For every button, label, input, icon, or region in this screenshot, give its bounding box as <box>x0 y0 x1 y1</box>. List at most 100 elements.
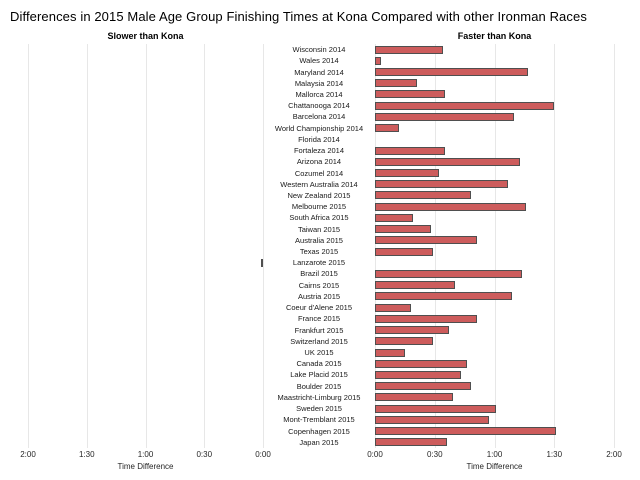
chart-row <box>375 190 614 201</box>
chart-row <box>28 167 263 178</box>
bar <box>375 191 471 200</box>
chart-row <box>28 291 263 302</box>
race-label: Wales 2014 <box>299 56 339 66</box>
chart-row <box>375 324 614 335</box>
race-label: Taiwan 2015 <box>297 224 341 234</box>
chart-row <box>28 369 263 380</box>
axis-tick-label: 1:30 <box>546 450 563 459</box>
chart-row <box>375 414 614 425</box>
chart-row <box>375 78 614 89</box>
chart-row <box>28 111 263 122</box>
slower-panel <box>28 44 264 448</box>
bar <box>375 101 555 110</box>
bar <box>375 326 449 335</box>
race-label: Switzerland 2015 <box>290 336 348 346</box>
chart-row <box>28 235 263 246</box>
gridline <box>145 44 147 448</box>
race-label: Sweden 2015 <box>296 404 342 414</box>
race-label: Maryland 2014 <box>294 67 344 77</box>
bar <box>375 314 477 323</box>
race-label: Fortaleza 2014 <box>293 146 345 156</box>
chart-row <box>28 78 263 89</box>
bar <box>375 269 523 278</box>
chart-row <box>28 268 263 279</box>
race-label: Coeur d'Alene 2015 <box>285 303 353 313</box>
faster-bars-area <box>375 44 614 448</box>
chart-row <box>375 291 614 302</box>
bar <box>375 146 445 155</box>
gridline <box>375 44 376 448</box>
race-label: Cozumel 2014 <box>294 168 344 178</box>
chart-row <box>28 100 263 111</box>
chart-row <box>28 66 263 77</box>
race-label: Chattanooga 2014 <box>288 101 350 111</box>
bar <box>375 438 447 447</box>
bar <box>375 68 529 77</box>
chart-row <box>375 392 614 403</box>
chart-row <box>28 347 263 358</box>
chart-row <box>375 89 614 100</box>
race-label: New Zealand 2015 <box>287 190 351 200</box>
axis-tick-label: 0:00 <box>255 450 271 459</box>
chart-row <box>28 55 263 66</box>
race-label: Japan 2015 <box>299 437 339 447</box>
chart-row <box>28 302 263 313</box>
bar <box>375 213 413 222</box>
faster-panel-header: Faster than Kona <box>457 31 532 41</box>
axis-tick-label: 0:30 <box>426 450 443 459</box>
bar <box>375 112 515 121</box>
race-labels-column: Wisconsin 2014 Wales 2014 Maryland 2014 Mal… <box>263 44 375 448</box>
gridline <box>204 44 206 448</box>
race-label: Wisconsin 2014 <box>292 45 346 55</box>
race-label: Lake Placid 2015 <box>290 370 348 380</box>
chart-row <box>28 336 263 347</box>
bar <box>375 404 497 413</box>
race-label: France 2015 <box>297 314 341 324</box>
chart-row <box>28 257 263 268</box>
axis-tick-label: 2:00 <box>20 450 36 459</box>
bar <box>375 180 509 189</box>
race-label: Arizona 2014 <box>296 157 342 167</box>
chart-row <box>375 145 614 156</box>
chart-row <box>375 179 614 190</box>
chart-row <box>375 268 614 279</box>
chart-row <box>375 369 614 380</box>
chart-row <box>375 257 614 268</box>
race-label: Barcelona 2014 <box>292 112 346 122</box>
bar <box>375 337 433 346</box>
gridline <box>554 44 556 448</box>
gridline <box>614 44 615 448</box>
bar <box>375 370 461 379</box>
bar <box>375 382 471 391</box>
chart-row <box>28 324 263 335</box>
chart-row <box>375 347 614 358</box>
race-label: World Championship 2014 <box>274 123 364 133</box>
bar <box>261 258 263 267</box>
bar <box>375 90 445 99</box>
chart-row <box>375 100 614 111</box>
chart-row <box>375 425 614 436</box>
axis-tick-label: 0:00 <box>367 450 383 459</box>
bar <box>375 124 399 133</box>
race-label: Brazil 2015 <box>300 269 338 279</box>
chart-row <box>375 44 614 55</box>
left-axis-title: Time Difference <box>117 462 174 471</box>
axis-tick-label: 1:00 <box>137 450 154 459</box>
race-label: Mallorca 2014 <box>295 89 343 99</box>
gridline <box>434 44 436 448</box>
race-label: Western Australia 2014 <box>280 179 358 189</box>
gridline <box>86 44 88 448</box>
race-label: Austria 2015 <box>297 291 341 301</box>
chart-row <box>28 156 263 167</box>
chart-row <box>375 381 614 392</box>
chart-row <box>28 134 263 145</box>
chart-row <box>375 358 614 369</box>
chart-row <box>28 201 263 212</box>
race-label: Boulder 2015 <box>296 381 342 391</box>
chart-row <box>28 313 263 324</box>
race-label: Lanzarote 2015 <box>292 258 346 268</box>
slower-panel-header: Slower than Kona <box>107 31 184 41</box>
race-label: Melbourne 2015 <box>291 202 347 212</box>
axis-tick-label: 1:00 <box>486 450 503 459</box>
